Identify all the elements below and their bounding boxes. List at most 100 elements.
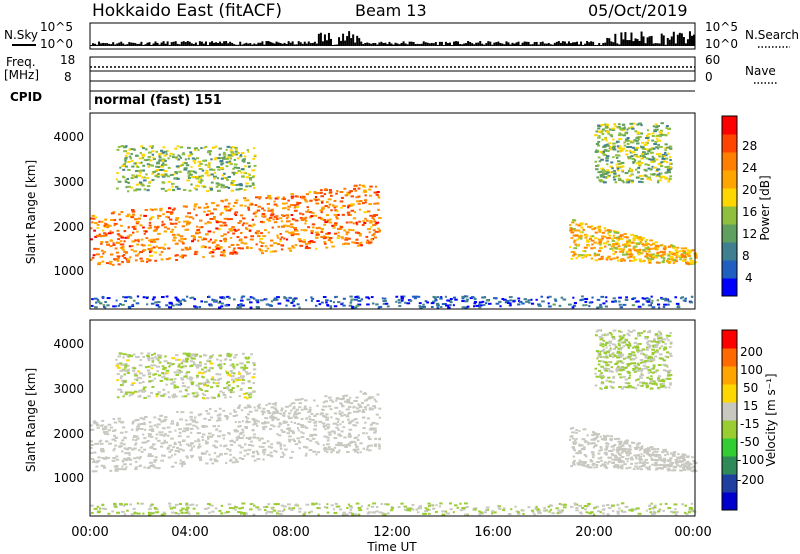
echo-cell [249, 202, 253, 205]
echo-cell [214, 446, 219, 449]
echo-cell [151, 359, 155, 362]
noise-bar [596, 44, 599, 46]
echo-cell [147, 453, 152, 456]
echo-cell [183, 427, 188, 430]
echo-cell [584, 441, 587, 444]
echo-cell [418, 305, 422, 308]
echo-cell [601, 237, 604, 240]
echo-cell [262, 407, 266, 410]
echo-cell [155, 150, 159, 153]
echo-cell [635, 236, 640, 239]
echo-cell [349, 301, 353, 304]
echo-cell [156, 467, 161, 470]
echo-cell [222, 437, 225, 440]
echo-cell [638, 238, 643, 241]
echo-cell [372, 405, 376, 408]
echo-cell [181, 365, 186, 368]
echo-cell [195, 421, 199, 424]
echo-cell [226, 145, 231, 148]
echo-cell [593, 432, 597, 435]
echo-cell [161, 151, 166, 154]
echo-cell [624, 298, 628, 301]
echo-cell [348, 432, 352, 435]
echo-cell [259, 249, 264, 252]
echo-cell [322, 235, 326, 238]
noise-bar [553, 42, 556, 46]
echo-cell [236, 406, 241, 409]
echo-cell [615, 163, 618, 166]
echo-cell [353, 399, 356, 402]
echo-cell [163, 439, 166, 442]
echo-cell [656, 137, 659, 140]
echo-cell [594, 237, 598, 240]
echo-cell [197, 149, 200, 152]
echo-cell [136, 379, 139, 382]
noise-bar [211, 41, 213, 46]
echo-cell [629, 253, 633, 256]
echo-cell [333, 432, 336, 435]
echo-cell [633, 341, 638, 344]
echo-cell [647, 346, 651, 349]
echo-cell [304, 219, 308, 222]
echo-cell [655, 453, 659, 456]
echo-cell [142, 226, 145, 229]
echo-cell [668, 156, 672, 159]
echo-cell [616, 466, 620, 469]
colorbar-swatch [722, 206, 737, 225]
echo-cell [173, 386, 177, 389]
echo-cell [287, 199, 290, 202]
echo-cell [193, 170, 196, 173]
echo-cell [212, 241, 216, 244]
noise-bar [350, 38, 353, 46]
echo-cell [210, 386, 214, 389]
echo-cell [181, 298, 186, 301]
noise-bar [124, 44, 127, 46]
echo-cell [641, 297, 644, 300]
echo-cell [537, 304, 542, 307]
echo-cell [193, 208, 196, 211]
echo-cell [188, 378, 193, 381]
echo-cell [658, 466, 663, 469]
echo-cell [347, 242, 350, 245]
echo-cell [357, 202, 361, 205]
echo-cell [548, 295, 552, 298]
echo-cell [624, 378, 629, 381]
noise-bar [180, 41, 183, 46]
echo-cell [658, 130, 663, 133]
echo-cell [180, 378, 185, 381]
echo-cell [677, 453, 680, 456]
echo-cell [147, 435, 152, 438]
echo-cell [140, 243, 144, 246]
echo-cell [579, 461, 583, 464]
power-cbar-tick-20: 20 [742, 183, 757, 197]
echo-cell [160, 187, 165, 190]
echo-cell [256, 458, 261, 461]
echo-cell [122, 463, 127, 466]
echo-cell [672, 246, 676, 249]
echo-cell [449, 304, 452, 307]
echo-cell [647, 331, 652, 334]
echo-cell [648, 261, 652, 264]
echo-cell [640, 374, 645, 377]
echo-cell [685, 262, 690, 265]
echo-cell [307, 410, 312, 413]
echo-cell [158, 153, 162, 156]
echo-cell [117, 145, 121, 148]
echo-cell [473, 305, 476, 308]
echo-cell [244, 366, 249, 369]
echo-cell [238, 371, 241, 374]
echo-cell [640, 157, 645, 160]
echo-cell [239, 388, 243, 391]
echo-cell [215, 227, 219, 230]
echo-cell [228, 449, 232, 452]
echo-cell [617, 446, 622, 449]
echo-cell [598, 228, 601, 231]
echo-cell [259, 220, 264, 223]
echo-cell [119, 468, 122, 471]
echo-cell [227, 380, 230, 383]
noise-bar [204, 41, 207, 46]
echo-cell [591, 434, 595, 437]
echo-cell [627, 329, 630, 332]
echo-cell [601, 235, 605, 238]
echo-cell [286, 432, 291, 435]
